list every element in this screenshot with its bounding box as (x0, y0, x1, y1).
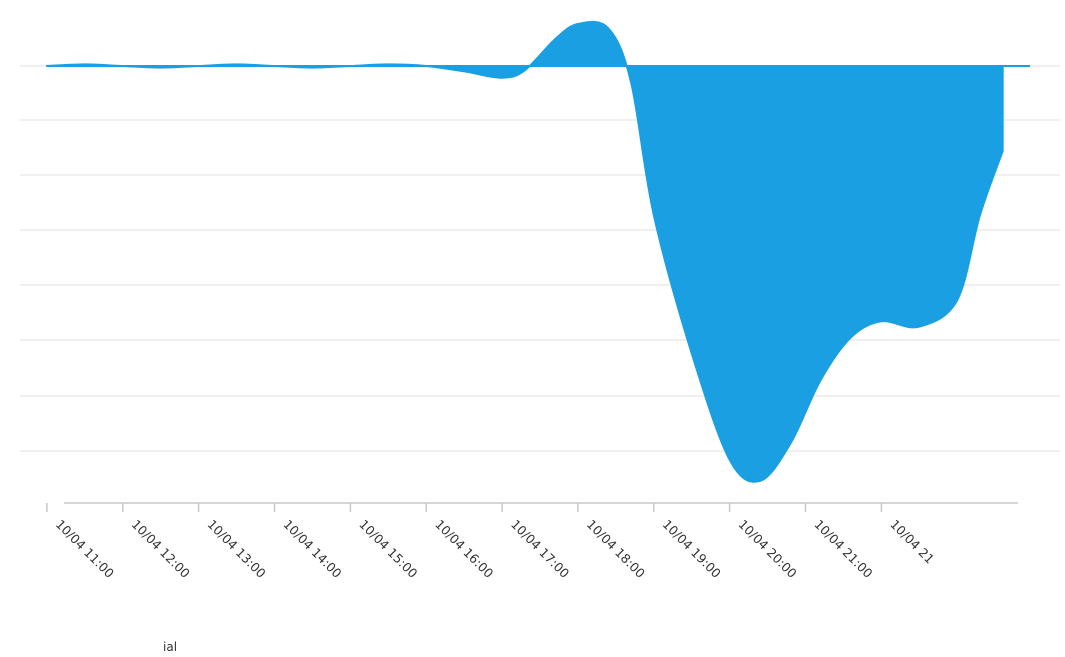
x-axis-tick-label: 10/04 15:00 (356, 517, 420, 581)
legend-label: ial (163, 640, 177, 654)
area-series (45, 20, 1030, 483)
x-axis-tick-label: 10/04 12:00 (129, 517, 193, 581)
x-axis-tick-label: 10/04 21:00 (811, 517, 875, 581)
x-axis-tick-label: 10/04 11:00 (53, 517, 117, 581)
gridlines (20, 65, 1060, 452)
x-axis-tick-label: 10/04 20:00 (735, 517, 799, 581)
x-axis-tick-labels: 10/04 11:00 10/04 12:00 10/04 13:00 10/04 1… (53, 517, 938, 581)
x-axis-tick-label: 10/04 19:00 (660, 517, 724, 581)
x-axis-tick-label: 10/04 21 (887, 517, 937, 567)
x-axis-tick-label: 10/04 16:00 (432, 517, 496, 581)
x-axis-tick-label: 10/04 17:00 (508, 517, 572, 581)
series-area (45, 20, 1004, 483)
x-axis (46, 502, 1018, 512)
x-axis-tick-label: 10/04 13:00 (204, 517, 268, 581)
x-axis-tick-label: 10/04 18:00 (584, 517, 648, 581)
x-axis-tick-label: 10/04 14:00 (280, 517, 344, 581)
